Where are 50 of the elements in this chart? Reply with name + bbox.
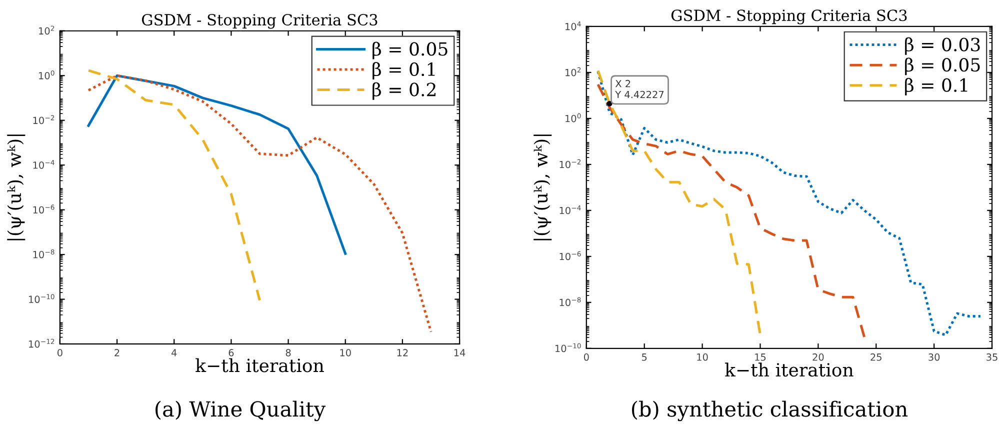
x-tick-label: 6 xyxy=(228,349,234,356)
y-tick-label: 10$^{−4}$ xyxy=(560,205,581,214)
x-tick-label: 8 xyxy=(286,349,291,356)
x-tick-label: 2 xyxy=(114,349,120,356)
line-series xyxy=(87,74,347,255)
x-tick-label: 30 xyxy=(928,353,940,361)
y-tick-label: 10$^{−12}$ xyxy=(29,338,54,348)
x-axis-title: k−th iteration xyxy=(725,362,854,377)
y-tick-label: 10$^{0}$ xyxy=(566,113,581,122)
y-tick-label: 10$^{−8}$ xyxy=(33,249,54,258)
x-tick-label: 15 xyxy=(755,354,766,361)
y-axis-title: |(ψ′(uᵏ), wᵏ)| xyxy=(534,134,552,240)
legend-label: β = 0.1 xyxy=(905,78,968,96)
y-tick-label: 10$^{−8}$ xyxy=(560,297,581,306)
y-tick-label: 10$^{2}$ xyxy=(566,67,581,76)
x-tick-label: 25 xyxy=(870,353,882,361)
y-tick-label: 10$^{−4}$ xyxy=(33,160,54,169)
y-tick-label: 10$^{0}$ xyxy=(39,70,54,80)
y-axis-title: |(ψ′(uᵏ), wᵏ)| xyxy=(7,134,26,240)
x-axis-title: k−th iteration xyxy=(196,358,324,372)
x-tick-label: 0 xyxy=(57,349,62,356)
text: (b) synthetic classification xyxy=(632,400,908,422)
legend-label: β = 0.05 xyxy=(905,58,980,76)
x-tick-label: 20 xyxy=(812,353,824,361)
legend-label: β = 0.2 xyxy=(372,82,436,100)
y-tick-label: 10$^{2}$ xyxy=(39,26,54,35)
y-tick-label: 10$^{−2}$ xyxy=(560,159,581,168)
x-tick-label: 10 xyxy=(340,349,351,356)
line-series xyxy=(87,69,261,302)
legend-label: β = 0.03 xyxy=(905,37,980,55)
annotation: X 2 Y 4.42227 xyxy=(615,80,664,98)
line-series xyxy=(596,69,762,336)
y-tick-label: 10$^{−6}$ xyxy=(33,204,54,214)
text: (a) Wine Quality xyxy=(156,400,326,422)
x-tick-label: 10 xyxy=(697,353,708,361)
legend-label: β = 0.1 xyxy=(372,62,435,80)
x-tick-label: 5 xyxy=(642,354,647,361)
x-tick-label: 0 xyxy=(584,353,589,361)
y-tick-label: 10$^{−10}$ xyxy=(29,294,54,304)
y-tick-label: 10$^{−2}$ xyxy=(33,115,54,124)
x-tick-label: 12 xyxy=(397,349,408,356)
chart-title: GSDM - Stopping Criteria SC3 xyxy=(142,14,378,29)
y-tick-label: 10$^{−10}$ xyxy=(555,343,581,352)
y-tick-label: 10$^{−6}$ xyxy=(560,251,581,260)
x-tick-label: 4 xyxy=(171,349,177,356)
legend-label: β = 0.05 xyxy=(372,42,448,60)
x-tick-label: 35 xyxy=(986,353,998,361)
y-tick-label: 10$^{4}$ xyxy=(566,21,581,30)
chart-title: GSDM - Stopping Criteria SC3 xyxy=(671,10,907,24)
x-tick-label: 14 xyxy=(454,349,466,356)
